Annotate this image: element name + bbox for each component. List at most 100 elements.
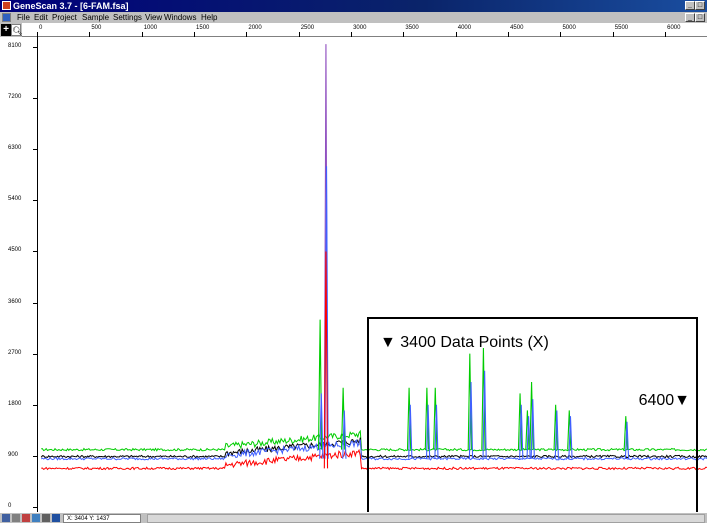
blue-peak bbox=[468, 382, 474, 459]
x-ruler-label: 4000 bbox=[457, 25, 472, 31]
y-axis-tick bbox=[33, 455, 37, 457]
y-axis-tick bbox=[33, 302, 37, 304]
x-ruler-label: 5500 bbox=[614, 25, 629, 31]
cursor-coordinates: X: 3404 Y: 1437 bbox=[63, 514, 141, 523]
menu-project[interactable]: Project bbox=[52, 13, 77, 22]
crosshair-tool-icon[interactable]: + bbox=[1, 24, 11, 36]
red-trace bbox=[41, 448, 707, 471]
y-axis-tick bbox=[33, 251, 37, 253]
title-bar: GeneScan 3.7 - [6-FAM.fsa] _ □ bbox=[0, 0, 707, 12]
status-bar: X: 3404 Y: 1437 bbox=[0, 512, 707, 523]
green-peak bbox=[481, 347, 486, 450]
x-ruler-label: 2500 bbox=[300, 25, 315, 31]
x-ruler-label: 2000 bbox=[248, 25, 262, 31]
y-axis-label: 900 bbox=[8, 451, 19, 458]
blue-peak bbox=[530, 399, 535, 459]
x-ruler-label: 6000 bbox=[667, 25, 681, 31]
y-axis-label: 6300 bbox=[8, 145, 22, 152]
x-ruler-label: 1000 bbox=[143, 25, 158, 31]
y-axis-label: 1800 bbox=[8, 400, 22, 407]
y-axis-line bbox=[37, 37, 38, 512]
blue-trace bbox=[40, 439, 707, 461]
x-ruler-label: 1500 bbox=[196, 25, 210, 31]
x-ruler-label: 0 bbox=[39, 25, 43, 31]
x-ruler-tick bbox=[37, 32, 38, 37]
x-ruler-label: 500 bbox=[91, 25, 102, 31]
green-peak bbox=[567, 410, 572, 450]
grid-icon[interactable] bbox=[52, 514, 60, 522]
green-peak bbox=[623, 416, 628, 450]
x-ruler-label: 5000 bbox=[562, 25, 576, 31]
blue-peak bbox=[554, 410, 559, 459]
x-ruler-tick bbox=[508, 32, 510, 37]
callout-end-marker: 6400▼ bbox=[638, 392, 690, 409]
red-peak bbox=[323, 251, 329, 469]
x-ruler-label: 3000 bbox=[353, 25, 367, 31]
document-icon[interactable] bbox=[2, 13, 11, 22]
y-axis-tick bbox=[33, 98, 37, 100]
zoom-tool-icon[interactable]: 🔍︎ bbox=[11, 24, 24, 36]
x-ruler-tick bbox=[403, 32, 405, 37]
y-axis-tick bbox=[33, 200, 37, 202]
trace-canvas bbox=[40, 44, 707, 471]
blue-peak bbox=[425, 404, 431, 459]
blue-peak bbox=[568, 416, 573, 459]
dye-icon[interactable] bbox=[32, 514, 40, 522]
y-axis-label: 7200 bbox=[8, 94, 22, 101]
minimize-button[interactable]: _ bbox=[685, 1, 695, 10]
menu-windows[interactable]: Windows bbox=[164, 13, 197, 22]
blue-peak bbox=[408, 404, 413, 459]
y-axis-label: 3600 bbox=[8, 298, 22, 305]
window-icon[interactable] bbox=[2, 514, 10, 522]
blue-peak bbox=[434, 404, 439, 459]
y-axis-label: 4500 bbox=[8, 247, 22, 254]
green-peak bbox=[467, 353, 472, 450]
green-peak bbox=[433, 387, 438, 450]
menu-help[interactable]: Help bbox=[201, 13, 218, 22]
y-axis-label: 8100 bbox=[8, 43, 22, 49]
horizontal-scrollbar[interactable] bbox=[147, 514, 705, 523]
blue-peak bbox=[482, 370, 487, 459]
green-peak bbox=[406, 387, 412, 450]
data-points-callout: ▼ 3400 Data Points (X) 6400▼ bbox=[367, 317, 698, 523]
doc-restore-button[interactable]: □ bbox=[695, 13, 705, 22]
window-title: GeneScan 3.7 - [6-FAM.fsa] bbox=[13, 1, 129, 11]
tool-palette: + 🔍︎ bbox=[0, 23, 24, 37]
pointer-icon[interactable] bbox=[12, 514, 20, 522]
green-peak bbox=[529, 382, 534, 450]
green-peak bbox=[424, 387, 430, 450]
blue-peak bbox=[342, 410, 347, 459]
scale-icon[interactable] bbox=[42, 514, 50, 522]
x-ruler-tick bbox=[665, 32, 667, 37]
x-ruler-tick bbox=[141, 32, 143, 37]
y-axis-tick bbox=[33, 507, 37, 508]
x-axis-ruler: 0 500 1000 1500 2000 2500 3000 3500 4000 4500 5000… bbox=[22, 23, 707, 37]
menu-bar: File Edit Project Sample Settings View W… bbox=[0, 12, 707, 23]
green-peak bbox=[553, 404, 558, 450]
y-axis-label: 5400 bbox=[8, 196, 22, 203]
menu-view[interactable]: View bbox=[145, 13, 163, 22]
green-peak bbox=[525, 410, 530, 450]
x-ruler-tick bbox=[246, 32, 248, 37]
color-icon[interactable] bbox=[22, 514, 30, 522]
menu-settings[interactable]: Settings bbox=[113, 13, 142, 22]
black-trace bbox=[40, 437, 707, 459]
electropherogram-plot[interactable]: ▼ 3400 Data Points (X) 6400▼ 0 900 1800 270… bbox=[0, 37, 707, 523]
blue-peak bbox=[624, 421, 630, 459]
blue-peak bbox=[519, 404, 524, 459]
menu-file[interactable]: File bbox=[17, 13, 30, 22]
maximize-button[interactable]: □ bbox=[695, 1, 705, 10]
x-ruler-tick bbox=[298, 32, 300, 37]
menu-sample[interactable]: Sample bbox=[82, 13, 110, 22]
y-axis-tick bbox=[33, 149, 37, 151]
green-peak bbox=[517, 393, 523, 450]
callout-title: ▼ 3400 Data Points (X) bbox=[380, 334, 549, 351]
y-axis-tick bbox=[33, 404, 37, 406]
x-ruler-tick bbox=[612, 32, 614, 37]
app-icon[interactable] bbox=[2, 1, 11, 10]
menu-edit[interactable]: Edit bbox=[34, 13, 48, 22]
x-ruler-tick bbox=[560, 32, 562, 37]
x-ruler-label: 3500 bbox=[405, 25, 419, 31]
blue-peak bbox=[319, 393, 324, 459]
doc-minimize-button[interactable]: _ bbox=[685, 13, 695, 22]
